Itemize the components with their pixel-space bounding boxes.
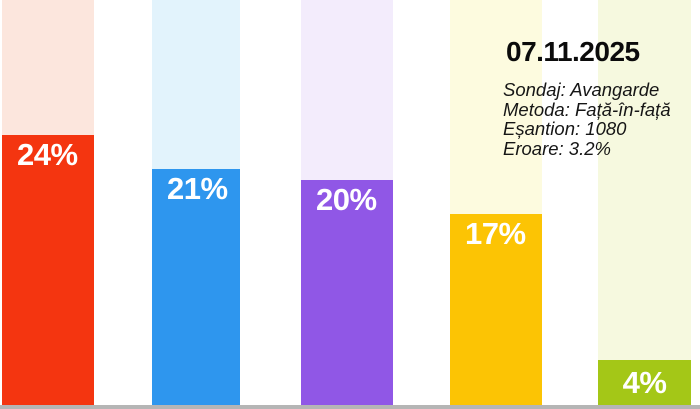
bar-value-label-blue: 21%: [167, 171, 228, 206]
chart-baseline: [0, 405, 700, 409]
bar-red: 24%: [2, 135, 94, 405]
poll-sample-line: Eșantion: 1080: [503, 118, 627, 140]
bar-blue: 21%: [152, 169, 240, 405]
bar-column-blue: 21%: [152, 0, 240, 405]
bar-column-yellow: 17%: [450, 0, 542, 405]
bar-purple: 20%: [301, 180, 393, 405]
bar-value-label-red: 24%: [17, 137, 78, 172]
poll-method-line: Metoda: Față-în-față: [503, 98, 671, 120]
bar-column-green: 4%: [598, 0, 691, 405]
bar-track-green: [598, 0, 691, 405]
bar-value-label-purple: 20%: [316, 182, 377, 217]
poll-source-line: Sondaj: Avangarde: [503, 79, 660, 100]
bar-value-label-green: 4%: [622, 364, 667, 400]
poll-info-panel: 07.11.2025 Sondaj: Avangarde Metoda: Faț…: [503, 36, 698, 159]
bar-yellow: 17%: [450, 214, 542, 405]
poll-date: 07.11.2025: [506, 36, 640, 67]
bar-column-purple: 20%: [301, 0, 393, 405]
bar-value-label-yellow: 17%: [465, 216, 526, 251]
poll-error-line: Eroare: 3.2%: [503, 138, 611, 160]
bar-column-red: 24%: [2, 0, 94, 405]
bar-green: 4%: [598, 360, 691, 405]
